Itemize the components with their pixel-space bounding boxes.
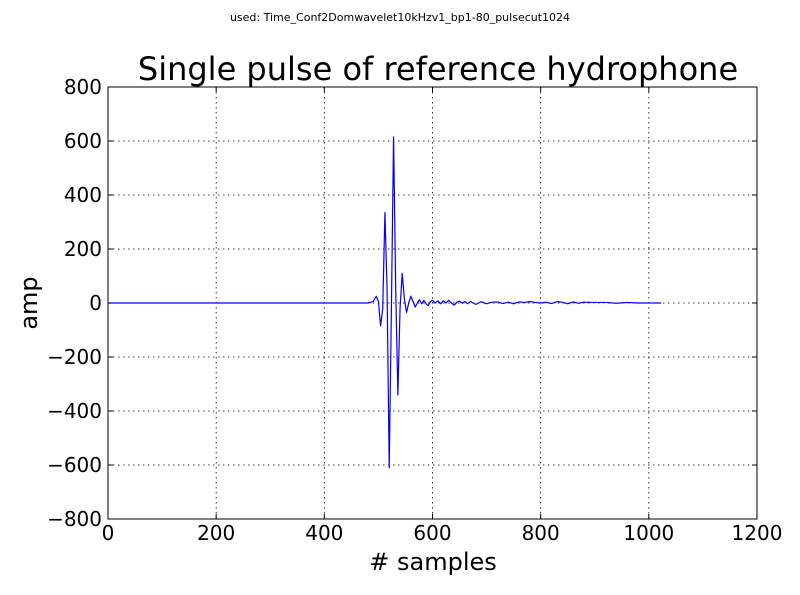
y-tick-label: 400: [64, 183, 102, 207]
y-tick-label: 600: [64, 129, 102, 153]
x-tick-label: 1200: [732, 521, 783, 545]
chart-title: Single pulse of reference hydrophone: [138, 50, 738, 88]
x-tick-label: 800: [522, 521, 560, 545]
y-tick-labels: −800 −600 −400 −200 0 200 400 600 800: [47, 75, 102, 531]
y-tick-label: −800: [47, 507, 102, 531]
series-line: [108, 136, 662, 469]
y-tick-label: −600: [47, 453, 102, 477]
x-tick-label: 0: [102, 521, 115, 545]
y-tick-label: 800: [64, 75, 102, 99]
x-tick-label: 200: [197, 521, 235, 545]
plot-frame: [107, 86, 758, 520]
x-tick-label: 1000: [623, 521, 674, 545]
y-tick-label: 200: [64, 237, 102, 261]
figure-suptitle: used: Time_Conf2Domwavelet10kHzv1_bp1-80…: [230, 11, 570, 24]
y-tick-label: −400: [47, 399, 102, 423]
y-tick-label: 0: [89, 291, 102, 315]
x-tick-labels: 0 200 400 600 800 1000 1200: [102, 521, 783, 545]
x-tick-label: 400: [305, 521, 343, 545]
y-tick-label: −200: [47, 345, 102, 369]
y-axis-label: amp: [15, 276, 43, 329]
x-tick-label: 600: [413, 521, 451, 545]
x-axis-label: # samples: [369, 548, 497, 576]
